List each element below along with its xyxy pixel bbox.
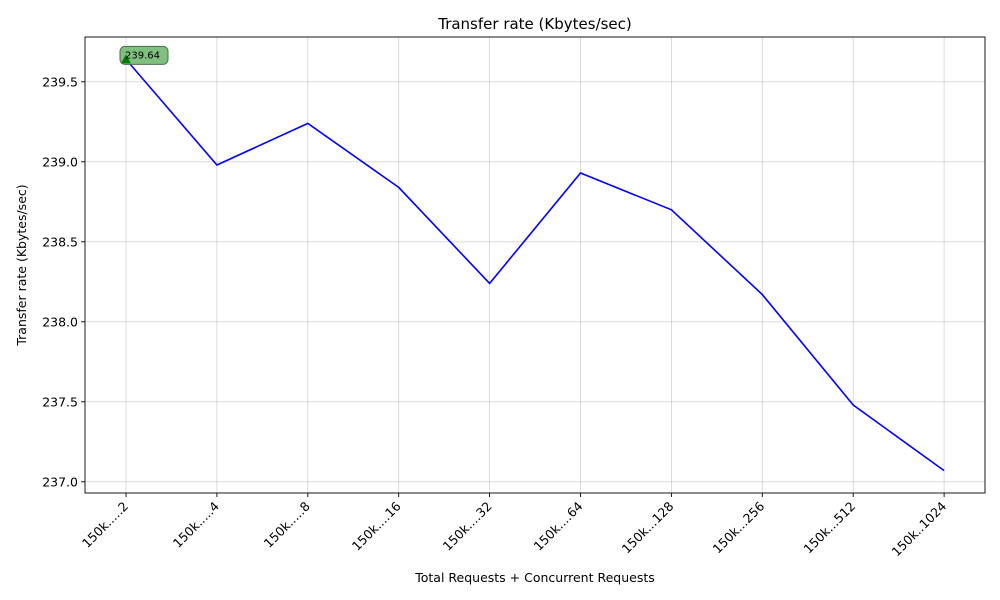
peak-marker — [121, 54, 131, 64]
x-tick-label: 150k....32 — [440, 499, 495, 554]
x-tick-label: 150k...512 — [800, 499, 858, 557]
annotation-label: 239.64 — [125, 50, 160, 61]
x-tick-label: 150k.....4 — [170, 498, 222, 550]
y-tick-label: 239.0 — [42, 154, 78, 169]
x-tick-label: 150k....64 — [531, 498, 586, 553]
chart-title: Transfer rate (Kbytes/sec) — [437, 15, 632, 33]
x-axis: 150k.....2 150k.....4 150k.....8 150k....16… — [79, 493, 949, 559]
grid — [85, 37, 985, 493]
y-tick-label: 238.5 — [42, 234, 78, 249]
x-axis-label: Total Requests + Concurrent Requests — [414, 570, 655, 585]
y-axis-label: Transfer rate (Kbytes/sec) — [14, 184, 29, 346]
y-tick-label: 238.0 — [42, 314, 78, 329]
y-axis: 237.0 237.5 238.0 238.5 239.0 239.5 — [42, 74, 85, 489]
x-tick-label: 150k.....8 — [261, 498, 313, 550]
y-tick-label: 239.5 — [42, 74, 78, 89]
x-tick-label: 150k....16 — [349, 498, 404, 553]
y-tick-label: 237.0 — [42, 474, 78, 489]
plot-frame — [84, 36, 986, 494]
y-tick-label: 237.5 — [42, 394, 78, 409]
x-tick-label: 150k..1024 — [889, 498, 950, 559]
peak-annotation: 239.64 — [119, 45, 169, 65]
annotation-box — [119, 45, 169, 65]
x-tick-label: 150k.....2 — [79, 499, 131, 551]
series-line — [125, 58, 945, 472]
x-tick-label: 150k...256 — [710, 498, 768, 556]
x-tick-label: 150k...128 — [619, 498, 677, 556]
